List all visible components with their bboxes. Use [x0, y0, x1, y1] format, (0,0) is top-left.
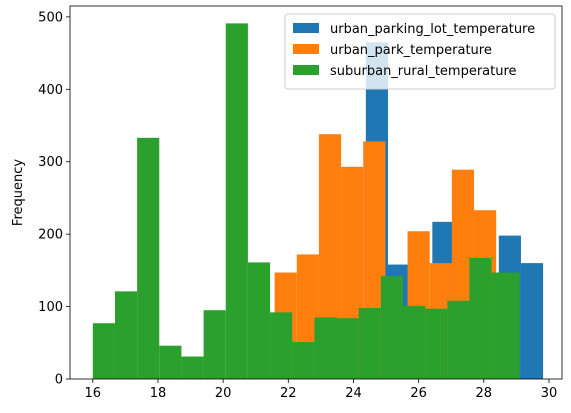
- bar-series2-bin5: [203, 310, 226, 379]
- legend-swatch: [293, 65, 319, 75]
- y-axis-label: Frequency: [11, 159, 26, 226]
- bar-series2-bin7: [247, 262, 271, 379]
- bar-series2-bin1: [114, 291, 138, 379]
- x-axis: 16 18 20 22 24 26 28 30: [85, 379, 558, 401]
- y-tick-label: 400: [38, 83, 63, 98]
- x-tick-label: 24: [345, 386, 362, 401]
- bar-series2-bin12: [358, 308, 381, 379]
- x-tick-label: 16: [85, 386, 102, 401]
- legend-swatch: [293, 44, 319, 54]
- bar-series2-bin0: [92, 323, 115, 379]
- x-tick-label: 22: [280, 386, 297, 401]
- bars-layer: [92, 23, 544, 379]
- bar-series2-bin18: [491, 272, 514, 379]
- plot-frame: [69, 5, 563, 380]
- x-tick-label: 30: [541, 386, 558, 401]
- x-tick-label: 26: [410, 386, 427, 401]
- y-tick-label: 100: [38, 300, 63, 315]
- bar-series2-bin6: [225, 23, 248, 379]
- y-tick-label: 0: [55, 373, 63, 388]
- bar-series2-bin15: [425, 308, 448, 379]
- y-tick-label: 500: [38, 10, 63, 25]
- bar-series2-bin11: [336, 318, 359, 379]
- x-tick-label: 28: [476, 386, 493, 401]
- legend-box: [284, 13, 556, 90]
- x-tick-label: 20: [215, 386, 232, 401]
- legend: urban_parking_lot_temperature urban_park_…: [284, 13, 556, 90]
- bar-series2-bin9: [292, 342, 315, 379]
- bar-series2-bin16: [447, 300, 470, 379]
- bar-series2-bin2: [137, 137, 160, 379]
- bar-series2-bin4: [181, 356, 204, 379]
- bar-series2-bin14: [402, 305, 426, 379]
- legend-label: urban_parking_lot_temperature: [330, 22, 535, 37]
- bar-series2-bin3: [159, 345, 182, 379]
- legend-label: urban_park_temperature: [330, 43, 492, 58]
- bar-series2-bin10: [314, 317, 337, 379]
- legend-swatch: [293, 23, 319, 33]
- bar-series2-bin19: [513, 272, 520, 379]
- legend-label: suburban_rural_temperature: [330, 64, 517, 79]
- y-tick-label: 300: [38, 155, 63, 170]
- x-tick-label: 18: [150, 386, 167, 401]
- y-tick-label: 200: [38, 228, 63, 243]
- y-axis: 0 100 200 300 400 500: [38, 10, 70, 388]
- bar-series2-bin8: [270, 312, 293, 379]
- bar-series0-bin4: [520, 263, 544, 379]
- bar-series2-bin13: [380, 276, 403, 379]
- bar-series2-bin17: [469, 258, 492, 379]
